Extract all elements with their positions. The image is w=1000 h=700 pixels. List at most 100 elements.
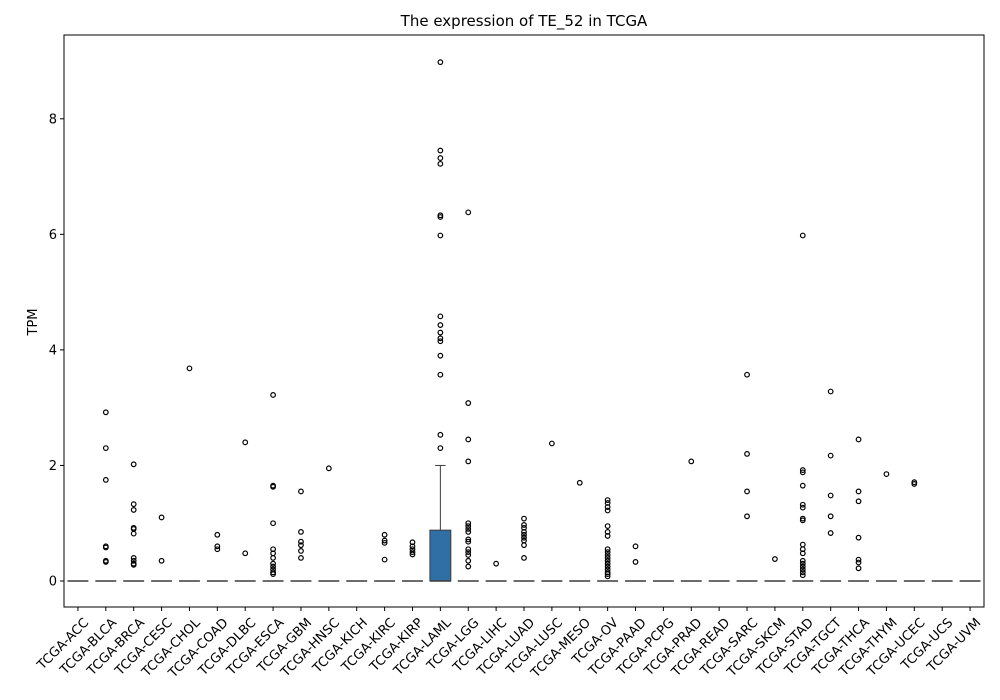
flier-point xyxy=(799,563,806,570)
flier-point xyxy=(437,147,444,154)
flier-point xyxy=(799,517,806,524)
flier-point xyxy=(688,458,695,465)
flier-point xyxy=(855,498,862,505)
box-group-tcga-esca xyxy=(262,392,284,582)
flier-point xyxy=(270,563,276,570)
box-group-tcga-ov xyxy=(597,497,619,582)
flier-point xyxy=(911,481,918,487)
flier-point xyxy=(604,563,611,570)
flier-point xyxy=(604,573,611,580)
y-axis: 0 2 4 6 8 xyxy=(49,112,64,590)
flier-point xyxy=(855,565,862,572)
flier-point xyxy=(883,471,890,478)
flier-point xyxy=(604,552,611,558)
flier-point xyxy=(130,507,137,513)
flier-point xyxy=(799,469,806,476)
box-rect xyxy=(429,529,452,582)
flier-point xyxy=(772,556,778,562)
flier-point xyxy=(465,458,472,465)
flier-point xyxy=(465,536,472,543)
flier-point xyxy=(827,513,834,520)
flier-point xyxy=(437,59,444,66)
flier-point xyxy=(130,461,137,468)
flier-point xyxy=(521,515,527,522)
flier-point xyxy=(827,388,834,395)
flier-point xyxy=(521,531,527,538)
flier-point xyxy=(102,544,109,551)
flier-point xyxy=(270,554,276,561)
flier-point xyxy=(437,322,444,328)
flier-point xyxy=(576,479,583,486)
flier-point xyxy=(437,155,444,161)
flier-point xyxy=(437,335,444,342)
flier-point xyxy=(270,560,276,567)
flier-point xyxy=(465,563,472,570)
box-group-tcga-hnsc xyxy=(318,465,340,582)
flier-point xyxy=(437,352,444,359)
flier-point xyxy=(381,556,388,563)
flier-point xyxy=(799,541,806,548)
box-group-tcga-meso xyxy=(569,479,591,582)
flier-point xyxy=(465,557,472,564)
flier-point xyxy=(855,436,862,443)
flier-point xyxy=(130,501,137,508)
flier-point xyxy=(744,450,750,457)
flier-point xyxy=(102,409,109,416)
box-group-tcga-sarc xyxy=(736,371,758,582)
y-tick-label: 2 xyxy=(49,459,57,474)
flier-point xyxy=(827,530,834,536)
flier-point xyxy=(270,520,276,527)
flier-point xyxy=(799,504,806,511)
flier-point xyxy=(214,546,221,553)
flier-point xyxy=(130,530,137,537)
flier-point xyxy=(102,559,109,565)
flier-point xyxy=(102,476,109,483)
y-axis-label: TPM xyxy=(26,309,41,337)
flier-point xyxy=(465,209,472,216)
flier-point xyxy=(521,522,527,528)
flier-point xyxy=(465,538,472,545)
flier-point xyxy=(855,559,862,566)
box-group-tcga-chol xyxy=(179,365,200,582)
flier-point xyxy=(465,526,472,532)
flier-point xyxy=(102,445,109,452)
box-group-tcga-prad xyxy=(680,458,702,582)
chart-title: The expression of TE_52 in TCGA xyxy=(400,12,648,31)
flier-point xyxy=(409,546,416,553)
flier-point xyxy=(465,436,472,443)
box-group-tcga-skcm xyxy=(764,556,786,582)
flier-point xyxy=(604,497,611,504)
flier-point xyxy=(744,371,750,378)
y-tick-label: 8 xyxy=(49,112,57,127)
flier-point xyxy=(298,542,304,549)
flier-point xyxy=(548,440,555,447)
flier-point xyxy=(799,501,806,508)
box-group-tcga-blca xyxy=(95,409,117,582)
flier-point xyxy=(521,542,527,549)
flier-point xyxy=(493,560,500,567)
flier-point xyxy=(381,531,388,538)
box-group-tcga-cesc xyxy=(151,514,173,582)
flier-point xyxy=(604,554,611,561)
flier-point xyxy=(465,520,472,527)
flier-point xyxy=(604,571,611,577)
flier-point xyxy=(855,488,862,495)
box-group-tcga-ucec xyxy=(903,479,925,582)
flier-point xyxy=(158,557,165,564)
flier-point xyxy=(465,523,472,530)
flier-point xyxy=(604,560,611,567)
flier-point xyxy=(298,528,304,535)
box-group-tcga-coad xyxy=(206,531,228,582)
flier-point xyxy=(437,232,444,239)
flier-point xyxy=(799,232,806,239)
flier-point xyxy=(799,560,806,567)
flier-point xyxy=(437,445,444,452)
y-tick-label: 4 xyxy=(49,343,57,358)
box-group-tcga-lgg xyxy=(457,209,479,582)
flier-point xyxy=(799,467,806,473)
flier-point xyxy=(298,554,304,561)
flier-point xyxy=(827,452,834,459)
flier-point xyxy=(270,571,276,577)
flier-point xyxy=(604,507,611,514)
flier-point xyxy=(744,488,750,495)
